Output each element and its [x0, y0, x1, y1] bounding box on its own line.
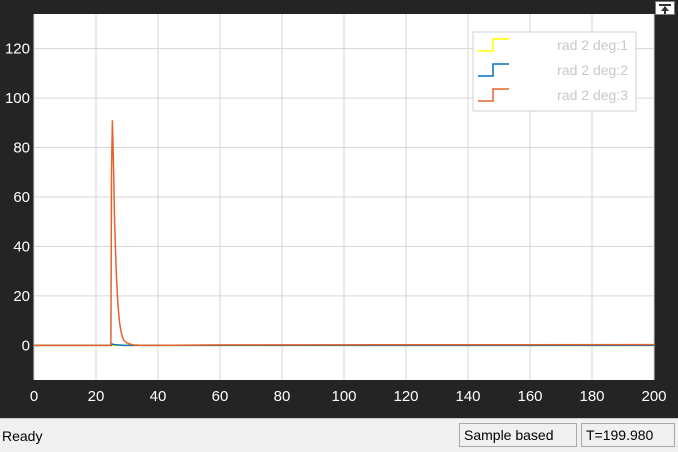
y-tick-label: 40: [13, 238, 30, 255]
sample-mode-indicator: Sample based: [459, 423, 577, 447]
y-tick-label: 20: [13, 288, 30, 305]
x-tick-label: 120: [393, 388, 418, 405]
x-tick-label: 20: [88, 388, 105, 405]
x-tick-label: 180: [579, 388, 604, 405]
y-tick-label: 0: [22, 337, 30, 354]
x-tick-label: 200: [641, 388, 666, 405]
x-tick-label: 100: [331, 388, 356, 405]
legend-swatch: [478, 63, 509, 77]
x-tick-label: 0: [30, 388, 38, 405]
legend-swatch: [478, 88, 509, 102]
x-tick-label: 60: [212, 388, 229, 405]
y-tick-label: 80: [13, 140, 30, 157]
x-tick-label: 140: [455, 388, 480, 405]
scope-window: 0 20 40 60 80 100 120 140 160 180 200 0 20 40 60 80 100 1…: [0, 0, 678, 418]
undock-icon[interactable]: [655, 1, 675, 15]
status-text: Ready: [2, 428, 43, 444]
x-tick-label: 160: [517, 388, 542, 405]
y-tick-label: 120: [5, 41, 30, 58]
x-tick-label: 80: [274, 388, 291, 405]
series-line-3: [34, 120, 655, 347]
legend-label: rad 2 deg:1: [557, 37, 628, 53]
arrow-up-icon: [659, 4, 671, 14]
y-tick-label: 60: [13, 189, 30, 206]
status-bar: Ready Sample based T=199.980: [0, 418, 678, 452]
y-tick-label: 100: [5, 90, 30, 107]
x-tick-label: 40: [150, 388, 167, 405]
legend-swatch: [478, 38, 509, 52]
legend-label: rad 2 deg:2: [557, 62, 628, 78]
legend-label: rad 2 deg:3: [557, 87, 628, 103]
scope-plot[interactable]: 0 20 40 60 80 100 120 140 160 180 200 0 20 40 60 80 100 1…: [0, 0, 678, 418]
simulation-time: T=199.980: [581, 423, 675, 447]
legend-box: [472, 31, 637, 112]
